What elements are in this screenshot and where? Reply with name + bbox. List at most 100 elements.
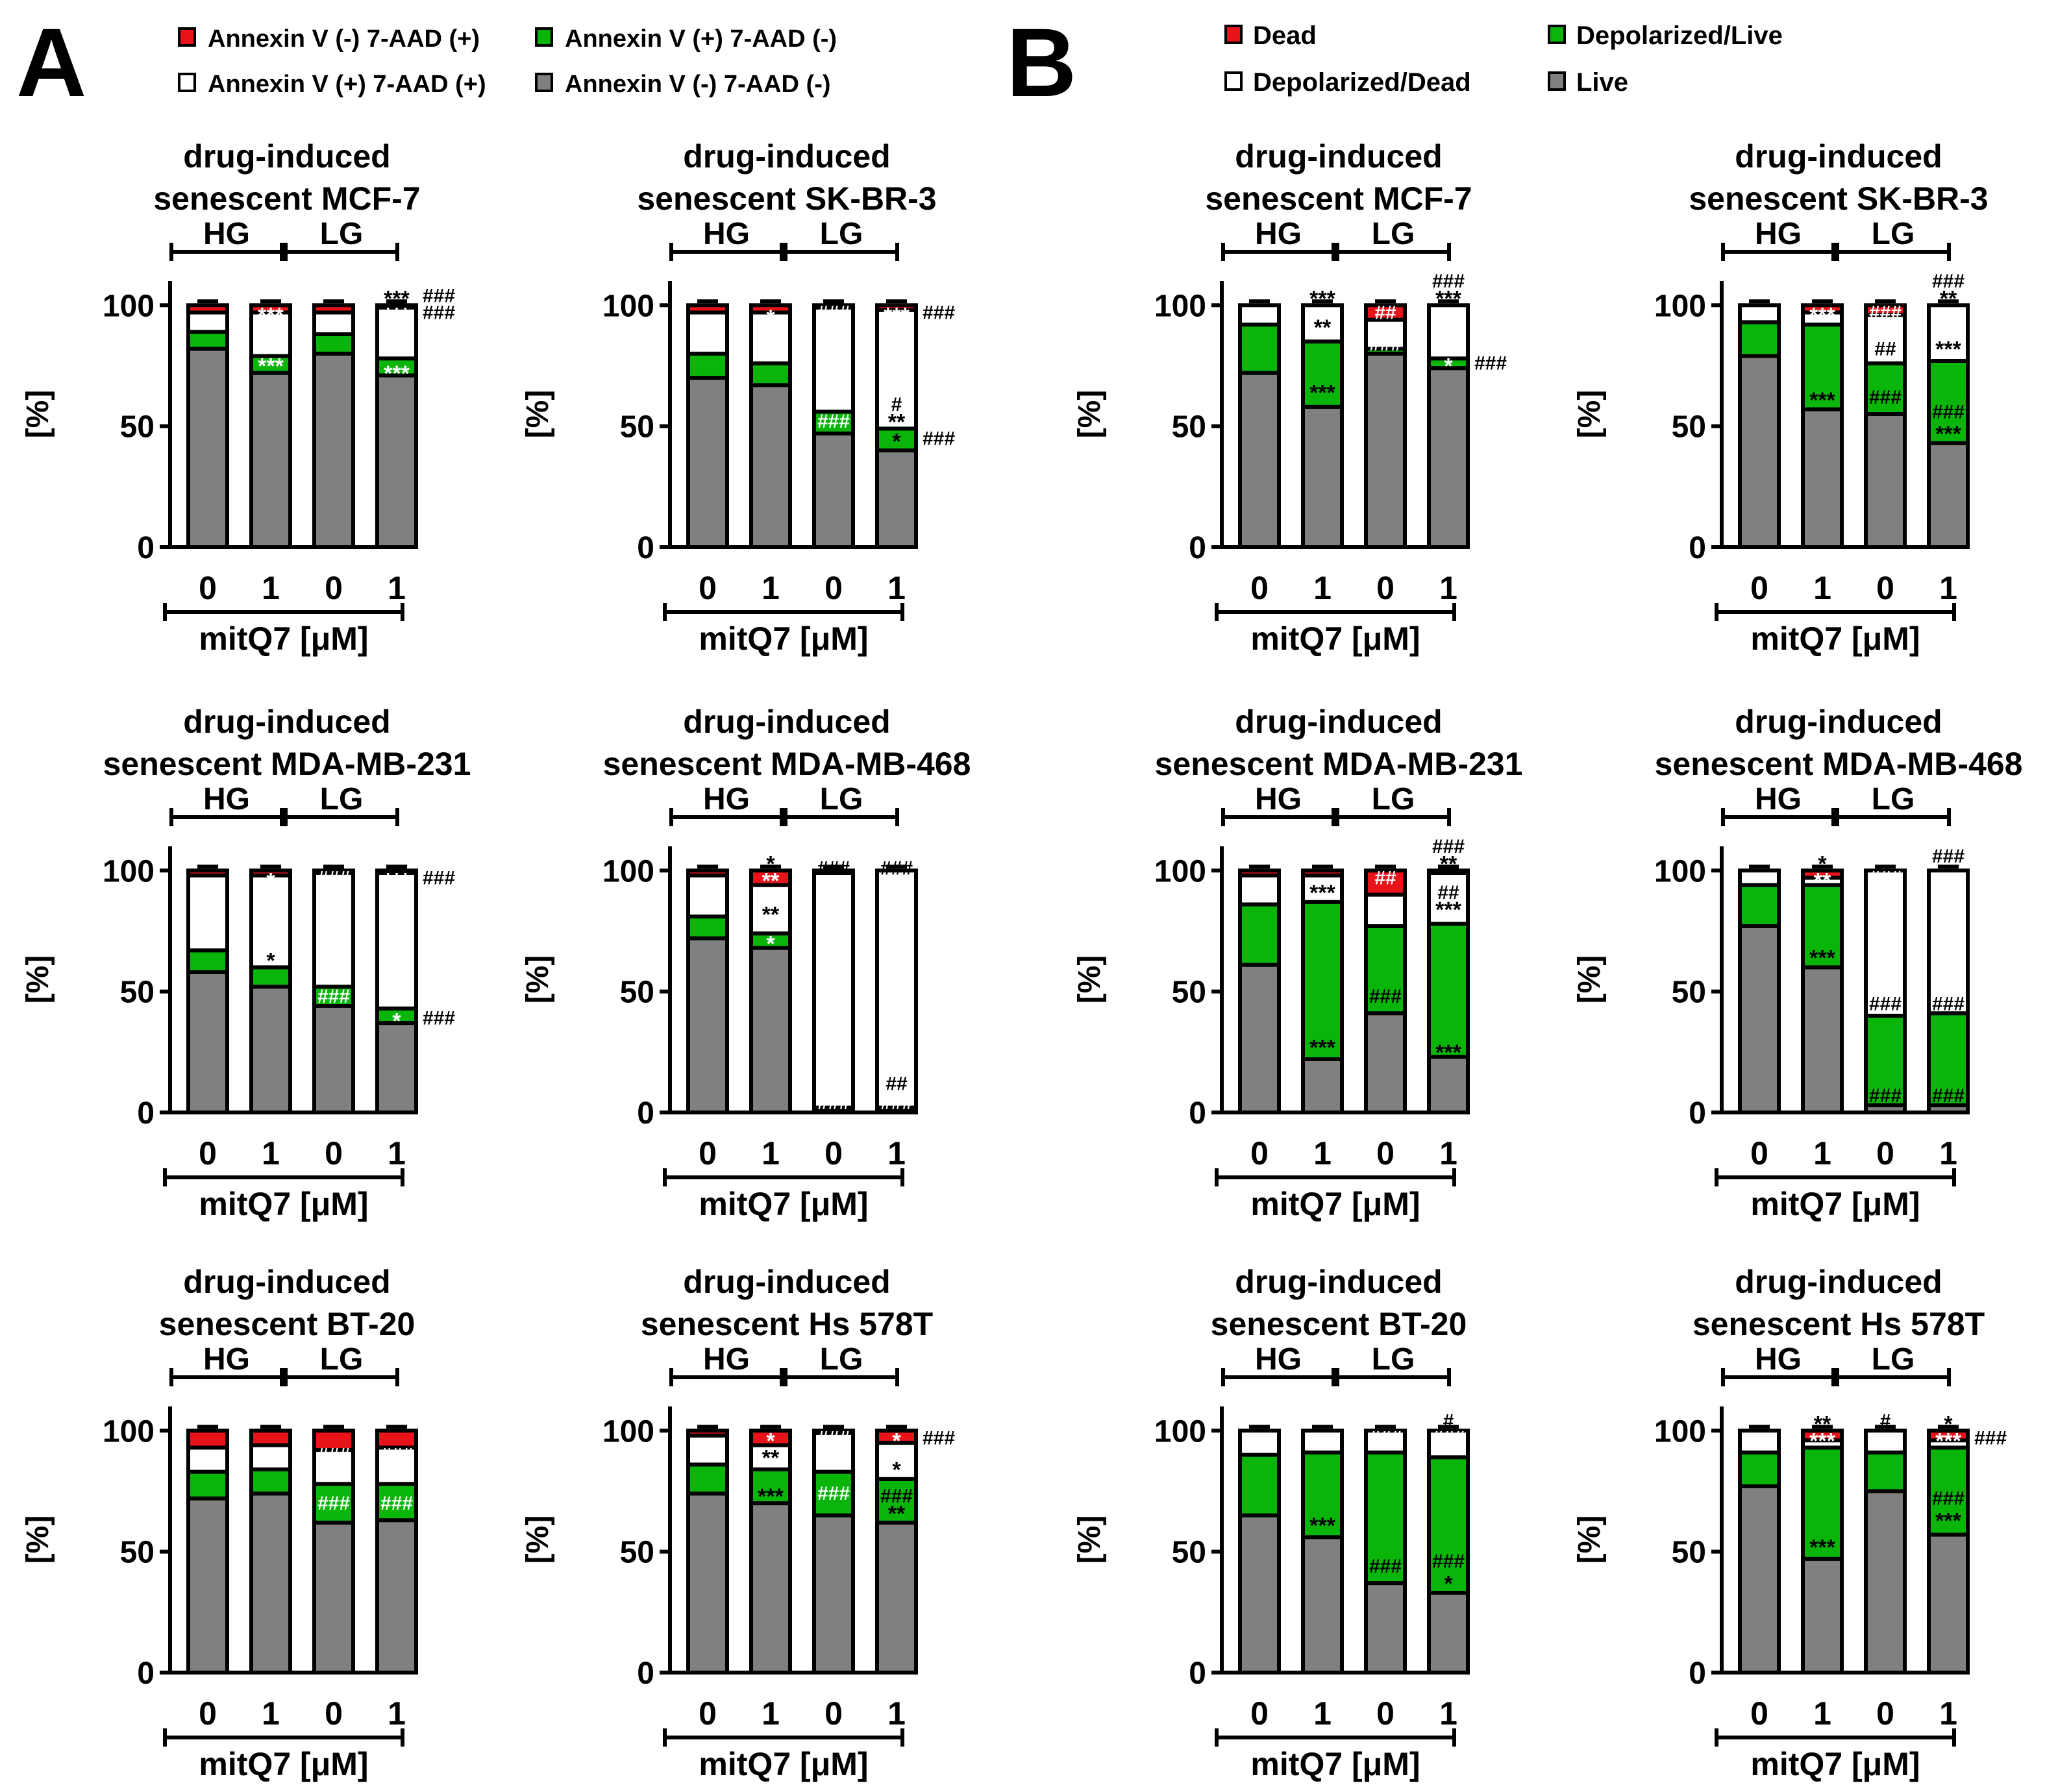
significance-label: * [766,1429,775,1453]
x-tick-label: 1 [262,570,280,606]
bar-2 [1301,1425,1344,1675]
bar-segment-red [249,868,292,878]
significance-label: ## [1874,338,1896,360]
y-tick-label: 0 [1689,1656,1706,1691]
significance-label: ### [1432,1427,1465,1449]
x-axis-label: mitQ7 [μM] [699,1746,868,1782]
bar-2 [249,299,292,549]
group-label-lg: LG [1872,1342,1915,1377]
bar-segment-gray [1427,1591,1470,1675]
y-axis-label: [%] [521,390,555,439]
bar-segment-red [312,1429,355,1453]
significance-label: ### [817,411,850,432]
bar-segment-green [1738,1450,1781,1488]
bar-segment-gray [312,1520,355,1675]
bar-1 [686,865,729,1114]
y-tick-label: 50 [120,410,155,445]
bar-segment-gray [312,351,355,549]
significance-label: ** [888,1501,906,1526]
significance-label: ### [1432,271,1465,292]
charts-layer: drug-induced senescent MCF-7 HG LG 0 50 1 0 0 [%]… [21,138,2022,1782]
bar-4 [1927,865,1970,1115]
bar-segment-red [312,868,355,875]
legend-b-label-4: Live [1576,68,1628,97]
bar-segment-white [1427,303,1470,361]
bar-segment-gray [875,1520,918,1675]
significance-label: *** [1935,422,1961,447]
y-tick-label: 50 [1672,976,1706,1010]
significance-label: * [766,852,775,876]
group-label-hg: HG [1755,1342,1802,1377]
bar-segment-red [186,303,229,315]
bar-segment-red [812,303,855,310]
bar-segment-green [1301,339,1344,409]
significance-label: *** [384,868,410,893]
legend-a: Annexin V (-) 7-AAD (+) Annexin V (+) 7-… [178,25,837,98]
bar-segment-green [1238,323,1281,375]
chart-title-line-2: senescent SK-BR-3 [637,180,936,217]
legend-b: Dead Depolarized/Live Depolarized/Dead L… [1224,21,1783,97]
bar-segment-green [1238,1453,1281,1517]
significance-label: ### [923,1427,955,1449]
y-tick-label: 50 [1672,1536,1706,1570]
group-label-lg: LG [1372,217,1415,251]
bar-segment-green [749,1467,792,1506]
x-tick-label: 0 [1250,1695,1269,1732]
bar-3 [812,865,855,1114]
x-tick-label: 1 [1939,570,1957,606]
chart-title-line-2: senescent Hs 578T [641,1306,933,1342]
bar-segment-white [686,310,729,356]
significance-label: *** [258,303,284,328]
bar-segment-white [1427,871,1470,926]
bar-segment-white [249,1443,292,1471]
significance-label: *** [1309,1429,1335,1453]
significance-label: ### [380,1445,413,1466]
bar-segment-gray [1927,1532,1970,1675]
x-tick-label: 0 [325,570,343,606]
significance-label: ### [1932,1085,1965,1107]
chart-title-line-2: senescent MCF-7 [1205,180,1472,217]
x-tick-label: 1 [1313,1135,1332,1172]
legend-b-label-1: Dead [1253,21,1317,50]
bar-segment-green [186,1469,229,1501]
bar-2 [749,1425,792,1675]
x-tick-label: 0 [824,570,843,606]
x-tick-label: 1 [1439,1695,1457,1732]
chart-title-line-1: drug-induced [1735,704,1942,740]
group-label-lg: LG [1872,782,1915,816]
y-tick-label: 50 [120,976,155,1010]
bar-segment-white [749,1443,792,1471]
bar-segment-red [375,303,418,310]
bar-3 [1864,865,1907,1115]
bar-segment-red [749,1429,792,1447]
group-label-lg: LG [1872,217,1915,251]
significance-label: ### [817,1427,850,1449]
significance-label: ** [1814,868,1831,893]
chart-title-line-1: drug-induced [183,138,390,175]
x-tick-label: 0 [1250,570,1269,606]
bar-segment-gray [875,448,918,550]
significance-label: ### [1432,328,1465,350]
y-axis-label: [%] [1572,390,1607,439]
x-tick-label: 1 [388,1695,406,1732]
significance-label: ### [1432,1551,1465,1573]
x-axis-label: mitQ7 [μM] [1250,1186,1420,1222]
bar-1 [186,1425,229,1675]
bar-segment-green [1864,1013,1907,1107]
bar-1 [686,299,729,549]
bar-2 [1301,299,1344,549]
significance-label: ### [1369,1427,1402,1449]
x-axis-label: mitQ7 [μM] [199,1746,368,1782]
legend-a-label-2: Annexin V (+) 7-AAD (-) [565,25,837,53]
bar-segment-gray [375,373,418,549]
group-label-hg: HG [703,1342,750,1377]
significance-label: *** [384,303,410,328]
significance-label: ## [1437,882,1459,903]
y-axis-label: [%] [521,1516,555,1564]
bar-segment-red [1427,868,1470,875]
y-tick-label: 0 [637,1096,654,1131]
chart-title-line-2: senescent MDA-MB-468 [603,746,971,782]
legend-b-label-3: Depolarized/Dead [1253,68,1471,97]
x-tick-label: 0 [824,1135,843,1172]
